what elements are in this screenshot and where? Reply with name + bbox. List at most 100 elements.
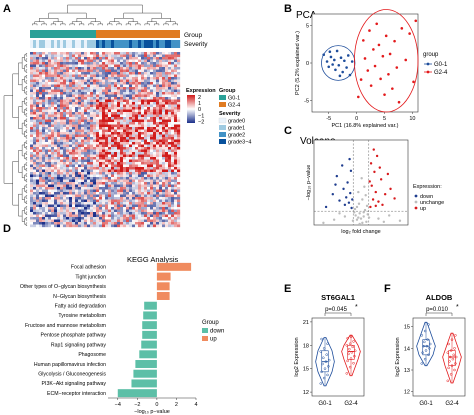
- heatmap-cell: [72, 147, 76, 150]
- heatmap-cell: [81, 64, 85, 68]
- heatmap-cell: [102, 224, 106, 228]
- data-point: [327, 65, 331, 69]
- heatmap-cell: [147, 109, 151, 113]
- heatmap-cell: [132, 214, 136, 218]
- heatmap-cell: [156, 154, 160, 158]
- heatmap-cell: [165, 107, 169, 110]
- heatmap-cell: [141, 59, 145, 63]
- dendrogram-branch: [24, 152, 27, 159]
- heatmap-cell: [120, 222, 124, 225]
- heatmap-cell: [90, 132, 94, 135]
- heatmap-cell: [102, 157, 106, 160]
- heatmap-cell: [153, 204, 157, 208]
- heatmap-cell: [81, 77, 85, 80]
- heatmap-cell: [114, 114, 118, 118]
- data-point: [319, 350, 323, 353]
- heatmap-cell: [63, 137, 67, 140]
- heatmap-cell: [30, 137, 34, 140]
- heatmap-cell: [69, 102, 73, 105]
- heatmap-cell: [90, 207, 94, 210]
- data-point: [454, 355, 458, 359]
- heatmap-cell: [111, 97, 115, 100]
- heatmap-cell: [114, 127, 118, 130]
- heatmap-cell: [81, 182, 85, 185]
- heatmap-cell: [156, 119, 160, 123]
- heatmap-cell: [129, 114, 133, 118]
- heatmap-cell: [30, 149, 34, 153]
- heatmap-cell: [54, 164, 58, 168]
- heatmap-cell: [36, 84, 40, 88]
- dendrogram-branch: [25, 118, 28, 122]
- data-point: [370, 184, 373, 187]
- heatmap-cell: [69, 72, 73, 75]
- heatmap-cell: [105, 192, 109, 195]
- heatmap-cell: [153, 199, 157, 203]
- heatmap-cell: [117, 134, 121, 138]
- heatmap-cell: [75, 204, 79, 208]
- heatmap-cell: [30, 169, 34, 173]
- heatmap-cell: [42, 89, 46, 93]
- heatmap-cell: [93, 217, 97, 220]
- heatmap-cell: [159, 144, 163, 148]
- heatmap-cell: [177, 224, 181, 228]
- heatmap-cell: [84, 184, 88, 188]
- heatmap-cell: [165, 134, 169, 138]
- legend-label: up: [210, 337, 217, 343]
- heatmap-cell: [156, 204, 160, 208]
- dendrogram-branch: [12, 73, 19, 118]
- heatmap-cell: [39, 109, 43, 113]
- heatmap-cell: [171, 214, 175, 218]
- heatmap-cell: [42, 132, 46, 135]
- data-point: [361, 221, 364, 225]
- heatmap-cell: [81, 139, 85, 143]
- severity-cell: [120, 40, 124, 48]
- heatmap-cell: [177, 114, 181, 118]
- heatmap-cell: [135, 149, 139, 153]
- heatmap-cell: [45, 147, 49, 150]
- heatmap-cell: [69, 219, 73, 223]
- heatmap-cell: [45, 139, 49, 143]
- heatmap-cell: [66, 177, 70, 180]
- heatmap-cell: [168, 212, 172, 215]
- heatmap-cell: [63, 204, 67, 208]
- heatmap-cell: [54, 154, 58, 158]
- heatmap-cell: [75, 77, 79, 80]
- heatmap-cell: [174, 139, 178, 143]
- heatmap-cell: [48, 92, 52, 95]
- heatmap-cell: [156, 52, 160, 55]
- heatmap-cell: [42, 204, 46, 208]
- heatmap-cell: [171, 152, 175, 155]
- heatmap-cell: [72, 84, 76, 88]
- heatmap-cell: [75, 197, 79, 200]
- heatmap-cell: [69, 192, 73, 195]
- heatmap-cell: [141, 124, 145, 128]
- heatmap-cell: [126, 122, 130, 125]
- heatmap-cell: [117, 197, 121, 200]
- heatmap-cell: [93, 77, 97, 80]
- heatmap-cell: [51, 204, 55, 208]
- heatmap-cell: [135, 219, 139, 223]
- heatmap-cell: [60, 64, 64, 68]
- left-dendrogram: [3, 53, 28, 226]
- heatmap-cell: [90, 94, 94, 98]
- heatmap-cell: [123, 202, 127, 205]
- heatmap-cell: [141, 179, 145, 183]
- data-point: [363, 208, 367, 212]
- heatmap-cell: [48, 192, 52, 195]
- heatmap-cell: [102, 194, 106, 198]
- heatmap-cell: [75, 137, 79, 140]
- heatmap-cell: [81, 117, 85, 120]
- heatmap-cell: [54, 67, 58, 70]
- heatmap-cell: [159, 217, 163, 220]
- heatmap-cell: [126, 214, 130, 218]
- heatmap-cell: [138, 189, 142, 193]
- heatmap-cell: [171, 139, 175, 143]
- heatmap-cell: [123, 72, 127, 75]
- dendrogram-branch: [135, 23, 141, 26]
- heatmap-cell: [75, 219, 79, 223]
- heatmap-cell: [120, 119, 124, 123]
- heatmap-cell: [96, 114, 100, 118]
- data-point: [427, 353, 430, 357]
- heatmap-cell: [150, 157, 154, 160]
- heatmap-cell: [60, 147, 64, 150]
